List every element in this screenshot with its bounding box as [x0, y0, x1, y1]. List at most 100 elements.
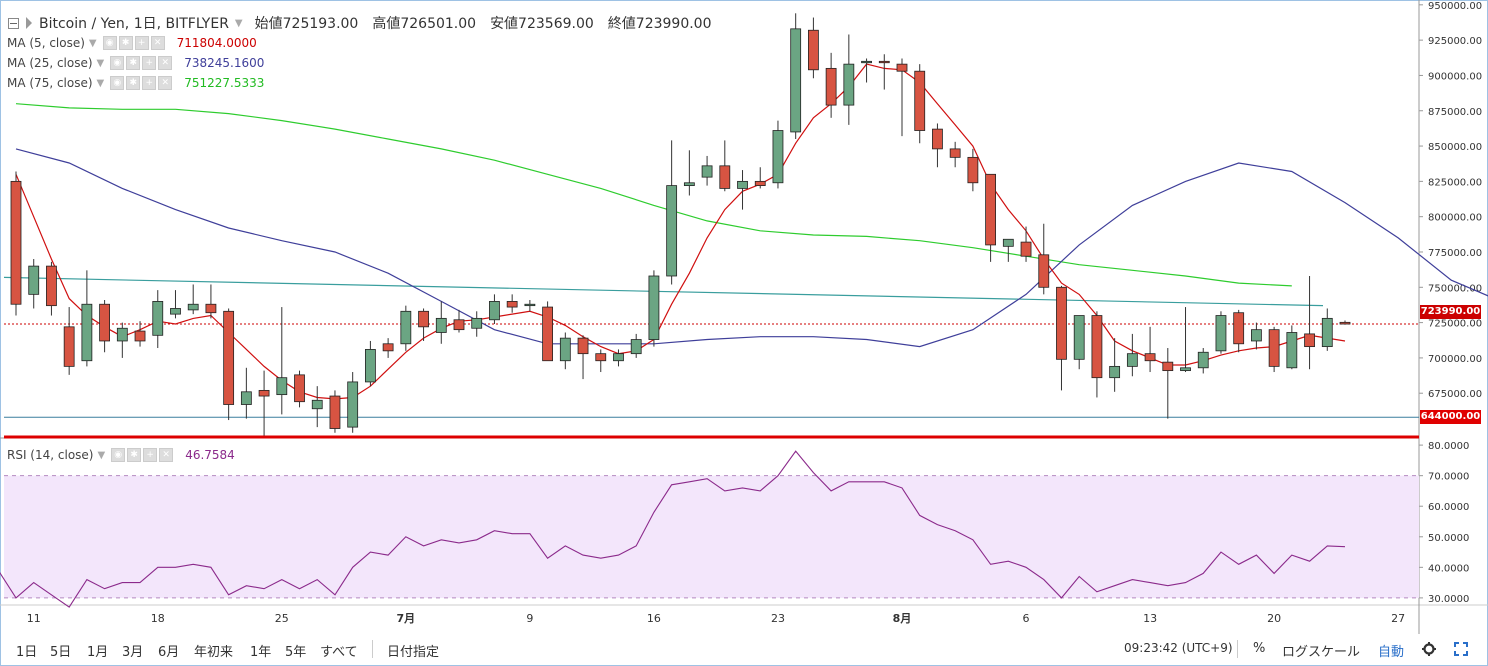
candle	[648, 270, 660, 347]
plus-icon[interactable]: +	[142, 76, 157, 90]
candle-body	[435, 317, 447, 333]
price-tick-label: 725000.00	[1428, 319, 1482, 330]
rsi-tick-label: 70.0000	[1428, 472, 1469, 483]
candle	[152, 290, 164, 349]
candle	[258, 370, 270, 436]
candle	[99, 300, 110, 353]
candle-body	[311, 399, 323, 410]
collapse-icon[interactable]	[8, 17, 19, 29]
candle-body	[1268, 329, 1280, 367]
auto-scale-toggle[interactable]: 自動	[1378, 645, 1405, 660]
candle-body	[134, 330, 146, 342]
candle	[63, 307, 75, 375]
candle-body	[701, 165, 713, 178]
indicator-value: 711804.0000	[176, 36, 257, 50]
eye-icon[interactable]: ◉	[102, 36, 117, 50]
candle	[187, 284, 199, 315]
indicator-rsi[interactable]: RSI (14, close) ▼ ◉ ✱ + ✕ 46.7584	[7, 448, 235, 462]
indicator-label[interactable]: MA (75, close)	[7, 76, 93, 90]
gear-icon[interactable]: ✱	[127, 448, 142, 462]
plus-icon[interactable]: +	[143, 448, 158, 462]
plus-icon[interactable]: +	[142, 56, 157, 70]
rsi-line	[0, 450, 1346, 608]
chart-header: Bitcoin / Yen, 1日, BITFLYER ▼ 始値725193.0…	[8, 13, 722, 33]
candle	[1144, 326, 1156, 373]
indicator-label[interactable]: RSI (14, close)	[7, 448, 94, 462]
indicator-ma5[interactable]: MA (5, close) ▼ ◉ ✱ + ✕ 711804.0000	[7, 36, 257, 50]
log-scale-toggle[interactable]: ログスケール	[1282, 645, 1361, 660]
candle-body	[28, 265, 40, 295]
gear-icon[interactable]	[1422, 642, 1436, 656]
candle	[1304, 275, 1315, 370]
chevron-down-icon[interactable]: ▼	[234, 17, 243, 29]
candle-body	[737, 180, 748, 189]
candle	[719, 140, 731, 192]
candle-body	[772, 130, 784, 184]
candle-body	[489, 301, 500, 321]
price-tick-label: 925000.00	[1428, 36, 1482, 47]
eye-icon[interactable]: ◉	[110, 56, 125, 70]
candle	[754, 167, 766, 189]
range-ytd-button[interactable]: 年初来	[194, 645, 234, 660]
symbol-title[interactable]: Bitcoin / Yen, 1日, BITFLYER	[39, 16, 229, 32]
candle-body	[683, 182, 695, 187]
indicator-ma25[interactable]: MA (25, close) ▼ ◉ ✱ + ✕ 738245.1600	[7, 56, 264, 70]
close-icon[interactable]: ✕	[158, 76, 173, 90]
candle	[630, 333, 642, 358]
chevron-down-icon[interactable]: ▼	[96, 77, 105, 89]
open-value: 始値725193.00	[254, 16, 359, 32]
chevron-down-icon[interactable]: ▼	[88, 37, 97, 49]
percent-scale-toggle[interactable]: %	[1253, 641, 1266, 656]
time-tick-label: 27	[1391, 612, 1405, 625]
range-5d-button[interactable]: 5日	[50, 645, 72, 660]
gear-icon[interactable]: ✱	[118, 36, 133, 50]
range-all-button[interactable]: すべて	[320, 645, 358, 660]
candle	[1197, 348, 1209, 374]
candle	[808, 17, 819, 79]
plus-icon[interactable]: +	[134, 36, 149, 50]
ma25-line	[15, 148, 1488, 348]
clock-display[interactable]: 09:23:42 (UTC+9)	[1124, 641, 1233, 655]
candle-body	[524, 303, 536, 307]
close-icon[interactable]: ✕	[159, 448, 174, 462]
candle	[418, 308, 429, 341]
candle-body	[878, 60, 890, 64]
ma75-line	[15, 103, 1292, 287]
candle-body	[453, 319, 465, 331]
chevron-down-icon[interactable]: ▼	[97, 449, 106, 461]
date-range-button[interactable]: 日付指定	[387, 645, 440, 660]
time-tick-label: 7月	[397, 612, 416, 625]
candle	[613, 349, 624, 367]
range-5y-button[interactable]: 5年	[285, 645, 307, 660]
gear-icon[interactable]: ✱	[126, 56, 141, 70]
candle-body	[1304, 333, 1315, 348]
chevron-down-icon[interactable]: ▼	[96, 57, 105, 69]
range-3m-button[interactable]: 3月	[122, 645, 144, 660]
candle	[683, 150, 695, 196]
time-tick-label: 11	[27, 612, 41, 625]
range-1y-button[interactable]: 1年	[250, 645, 272, 660]
indicator-label[interactable]: MA (25, close)	[7, 56, 93, 70]
fullscreen-icon[interactable]	[1454, 642, 1468, 656]
candle-body	[1251, 329, 1262, 342]
candle	[489, 294, 500, 325]
eye-icon[interactable]: ◉	[110, 76, 125, 90]
range-1d-button[interactable]: 1日	[16, 645, 38, 660]
eye-icon[interactable]: ◉	[111, 448, 126, 462]
time-tick-label: 9	[526, 612, 533, 625]
flag-icon[interactable]	[26, 17, 32, 29]
indicator-label[interactable]: MA (5, close)	[7, 36, 85, 50]
candle-body	[258, 389, 270, 397]
candle-body	[967, 156, 979, 184]
close-icon[interactable]: ✕	[158, 56, 173, 70]
candle-body	[861, 60, 872, 64]
candle	[276, 307, 288, 415]
close-icon[interactable]: ✕	[150, 36, 165, 50]
indicator-ma75[interactable]: MA (75, close) ▼ ◉ ✱ + ✕ 751227.5333	[7, 76, 264, 90]
range-1m-button[interactable]: 1月	[87, 645, 109, 660]
chart-canvas[interactable]: 950000.00 925000.00 900000.00 875000.00 8500…	[0, 0, 1488, 634]
gear-icon[interactable]: ✱	[126, 76, 141, 90]
range-6m-button[interactable]: 6月	[158, 645, 180, 660]
candle	[382, 338, 394, 358]
candle	[1056, 285, 1067, 391]
